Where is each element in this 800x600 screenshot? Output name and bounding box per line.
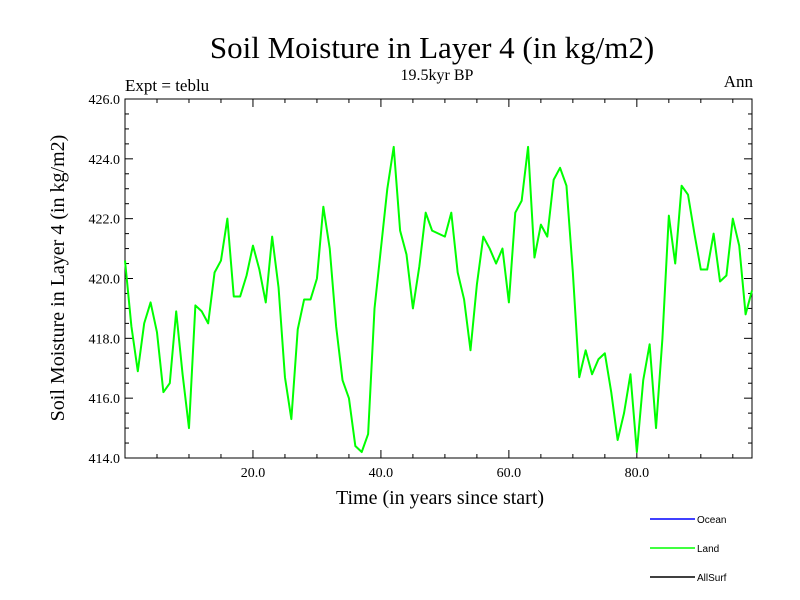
- season-label: Ann: [724, 72, 754, 91]
- x-axis-ticks: 20.0 40.0 60.0 80.0: [156, 99, 734, 481]
- legend-label-land: Land: [697, 544, 719, 555]
- series-lines: [124, 145, 753, 454]
- chart-subtitle: 19.5kyr BP: [401, 67, 474, 84]
- legend-label-ocean: Ocean: [697, 515, 726, 526]
- experiment-label: Expt = teblu: [125, 76, 210, 95]
- legend: Ocean Land AllSurf: [650, 515, 727, 584]
- x-tick-label: 20.0: [241, 466, 266, 481]
- y-tick-label: 418.0: [89, 332, 121, 347]
- y-tick-label: 420.0: [89, 273, 121, 288]
- x-axis-label: Time (in years since start): [336, 487, 544, 509]
- y-tick-label: 416.0: [89, 392, 121, 407]
- plot-area: 20.0 40.0 60.0 80.0 414.0 416.0 418.0 420.0 422…: [89, 93, 753, 481]
- y-tick-label: 414.0: [89, 452, 121, 467]
- legend-label-allsurf: AllSurf: [697, 573, 727, 584]
- chart-title: Soil Moisture in Layer 4 (in kg/m2): [210, 30, 654, 65]
- y-tick-label: 422.0: [89, 213, 121, 228]
- y-axis-label: Soil Moisture in Layer 4 (in kg/m2): [47, 135, 69, 422]
- x-tick-label: 60.0: [497, 466, 522, 481]
- y-tick-label: 426.0: [89, 93, 121, 108]
- x-tick-label: 80.0: [625, 466, 650, 481]
- x-tick-label: 40.0: [369, 466, 394, 481]
- series-line-land: [124, 145, 753, 454]
- y-axis-ticks: 414.0 416.0 418.0 420.0 422.0 424.0 426.0: [89, 93, 752, 467]
- y-tick-label: 424.0: [89, 153, 121, 168]
